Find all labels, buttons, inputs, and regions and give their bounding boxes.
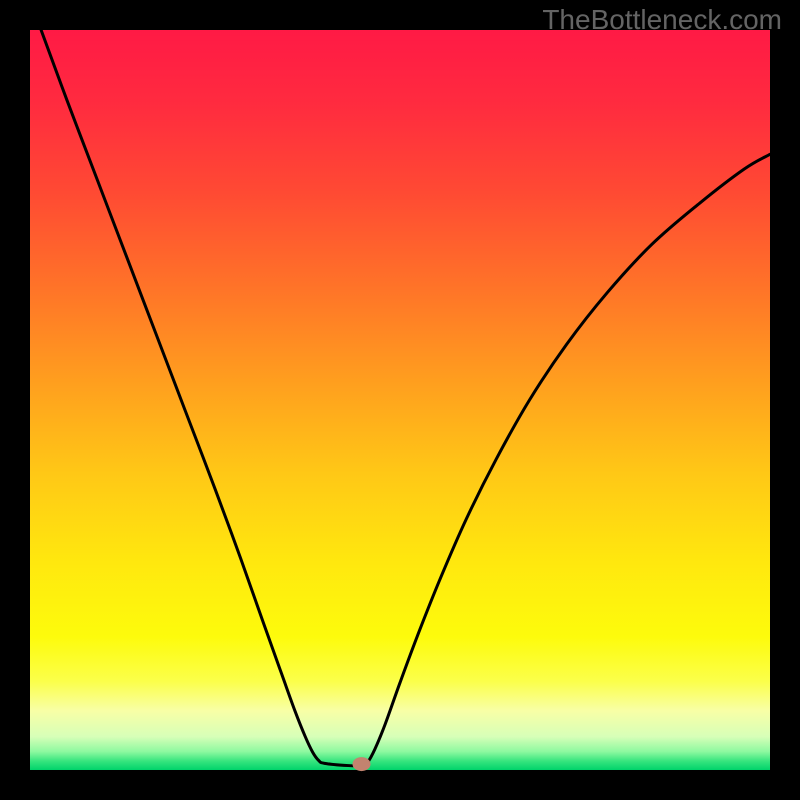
bottleneck-chart-svg xyxy=(0,0,800,800)
optimal-point-marker xyxy=(353,757,371,771)
chart-container: TheBottleneck.com xyxy=(0,0,800,800)
plot-area-background xyxy=(30,30,770,770)
watermark-text: TheBottleneck.com xyxy=(542,4,782,36)
